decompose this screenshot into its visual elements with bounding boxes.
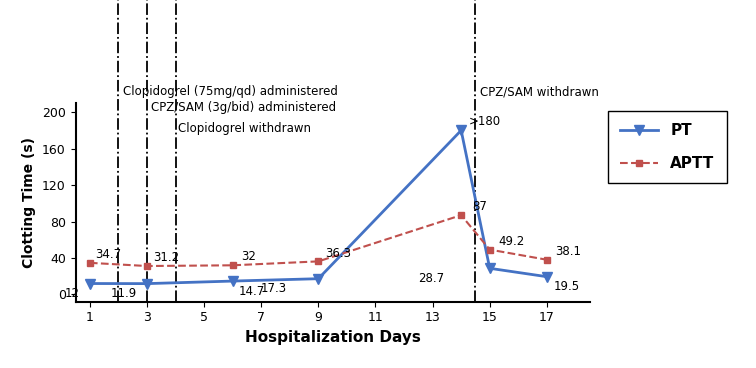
Text: 87: 87	[472, 200, 488, 213]
Legend: PT, APTT: PT, APTT	[608, 111, 727, 184]
Text: CPZ/SAM withdrawn: CPZ/SAM withdrawn	[480, 85, 599, 99]
Text: 11.9: 11.9	[111, 287, 137, 300]
Text: Clopidogrel withdrawn: Clopidogrel withdrawn	[178, 122, 311, 135]
PT	[485, 266, 494, 270]
Text: 12: 12	[65, 287, 80, 300]
APTT	[228, 263, 237, 268]
Y-axis label: Clotting Time (s): Clotting Time (s)	[23, 137, 36, 268]
Text: CPZ/SAM (3g/bid) administered: CPZ/SAM (3g/bid) administered	[151, 101, 336, 114]
PT	[142, 282, 151, 286]
Text: 31.2: 31.2	[153, 251, 179, 264]
PT	[457, 128, 466, 132]
Text: 14.7: 14.7	[238, 285, 265, 298]
APTT	[314, 259, 323, 263]
Text: 19.5: 19.5	[554, 280, 580, 293]
APTT	[85, 261, 94, 265]
Text: >180: >180	[468, 115, 500, 128]
APTT	[457, 213, 466, 217]
Text: 34.7: 34.7	[95, 248, 122, 261]
PT	[228, 279, 237, 283]
Line: APTT: APTT	[86, 212, 550, 269]
Text: 28.7: 28.7	[418, 272, 444, 285]
PT	[85, 281, 94, 286]
Text: 49.2: 49.2	[498, 235, 525, 248]
APTT	[542, 258, 551, 262]
Text: 38.1: 38.1	[556, 245, 581, 258]
Text: Clopidogrel (75mg/qd) administered: Clopidogrel (75mg/qd) administered	[122, 85, 338, 99]
Text: 36.3: 36.3	[326, 247, 352, 259]
X-axis label: Hospitalization Days: Hospitalization Days	[245, 330, 420, 345]
APTT	[142, 264, 151, 268]
Text: 32: 32	[241, 251, 256, 263]
Text: 17.3: 17.3	[261, 282, 287, 296]
Line: PT: PT	[85, 125, 552, 289]
APTT	[485, 247, 494, 252]
PT	[314, 276, 323, 281]
PT	[542, 275, 551, 279]
